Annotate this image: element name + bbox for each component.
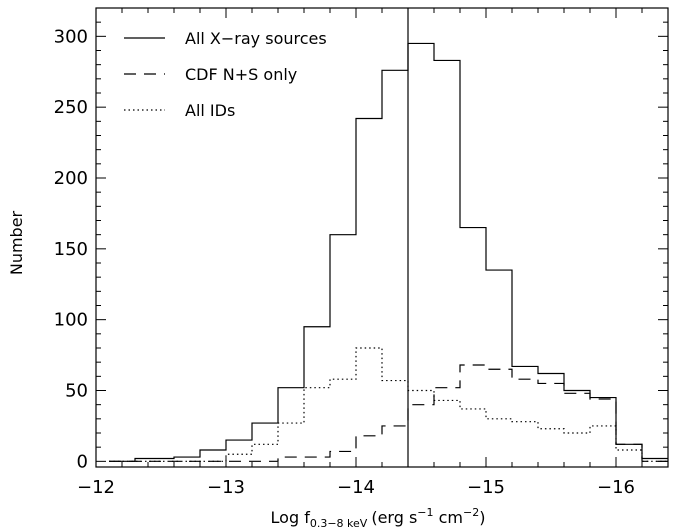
y-tick-label: 250 [54,97,88,118]
y-tick-label: 50 [65,381,88,402]
legend-label: All X−ray sources [185,29,327,48]
histogram-series-dashed [109,364,668,462]
series-layer [109,42,668,462]
legend: All X−ray sources CDF N+S only All IDs [124,29,327,120]
y-tick-label: 200 [54,168,88,189]
y-tick-label: 150 [54,239,88,260]
x-axis-label-prefix: Log f [271,508,311,527]
legend-label: All IDs [185,101,235,120]
x-axis-label: Log f0.3−8 keV (erg s−1 cm−2) [271,506,486,530]
histogram-series-solid [109,42,668,462]
y-tick-label: 100 [54,310,88,331]
x-axis-label-unit-close: ) [479,508,485,527]
x-tick-label: −15 [467,477,505,498]
x-tick-label: −12 [77,477,115,498]
x-axis-label-exp2: −2 [463,506,479,519]
x-axis-label-unit-open: (erg s [371,508,417,527]
y-tick-label: 0 [77,451,88,472]
x-axis-label-unit-mid: cm [434,508,463,527]
y-axis-label: Number [7,210,26,275]
axis-ticks: −12 −13 −14 −15 −16 0 50 100 150 200 250 300 [54,8,669,498]
x-tick-label: −14 [337,477,375,498]
x-axis-label-exp1: −1 [417,506,433,519]
histogram-series-dotted [109,347,668,462]
x-axis-label-subscript: 0.3−8 keV [310,517,368,530]
legend-label: CDF N+S only [185,65,297,84]
x-tick-label: −16 [597,477,635,498]
x-tick-label: −13 [207,477,245,498]
y-tick-label: 300 [54,26,88,47]
